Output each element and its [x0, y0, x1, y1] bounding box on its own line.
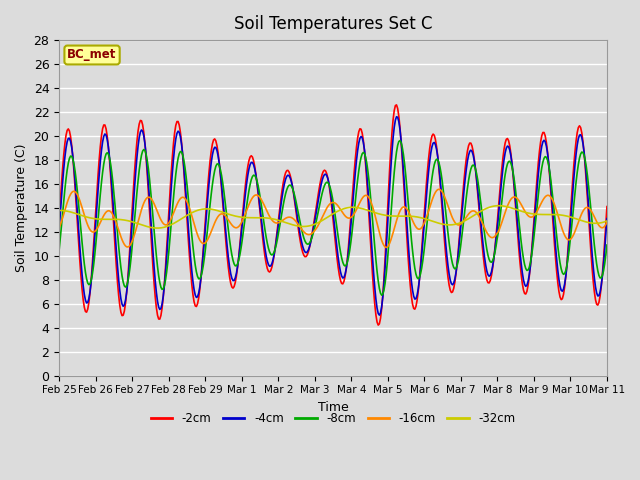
-4cm	[55, 227, 63, 232]
-16cm	[382, 244, 390, 250]
-8cm	[286, 182, 294, 188]
-2cm	[603, 204, 611, 209]
-32cm	[227, 212, 234, 218]
-16cm	[362, 192, 369, 198]
Line: -2cm: -2cm	[59, 105, 607, 325]
Y-axis label: Soil Temperature (C): Soil Temperature (C)	[15, 144, 28, 272]
Line: -32cm: -32cm	[59, 206, 607, 228]
-2cm	[374, 322, 382, 328]
-8cm	[362, 154, 369, 160]
Line: -16cm: -16cm	[59, 189, 607, 247]
-4cm	[362, 157, 369, 163]
-2cm	[286, 172, 294, 178]
-16cm	[460, 218, 468, 224]
-16cm	[435, 186, 443, 192]
-2cm	[393, 102, 401, 108]
-4cm	[555, 276, 563, 282]
-4cm	[393, 114, 401, 120]
-2cm	[55, 217, 63, 223]
-32cm	[555, 212, 563, 217]
-2cm	[555, 288, 563, 294]
-4cm	[603, 216, 611, 221]
-8cm	[226, 237, 234, 242]
-32cm	[55, 208, 63, 214]
-16cm	[603, 219, 611, 225]
-8cm	[389, 183, 397, 189]
-16cm	[226, 219, 234, 225]
-4cm	[460, 188, 468, 194]
-2cm	[362, 162, 369, 168]
Title: Soil Temperatures Set C: Soil Temperatures Set C	[234, 15, 432, 33]
-16cm	[55, 225, 63, 230]
-4cm	[389, 135, 397, 141]
-8cm	[55, 247, 63, 253]
-4cm	[226, 264, 234, 270]
-8cm	[396, 138, 404, 144]
Text: BC_met: BC_met	[67, 48, 116, 61]
-32cm	[459, 219, 467, 225]
-32cm	[495, 203, 502, 209]
Line: -8cm: -8cm	[59, 141, 607, 295]
-8cm	[460, 215, 468, 220]
-2cm	[460, 178, 468, 183]
-32cm	[287, 222, 295, 228]
-32cm	[603, 218, 611, 224]
-8cm	[603, 242, 611, 248]
-16cm	[286, 215, 294, 220]
X-axis label: Time: Time	[317, 401, 348, 414]
-16cm	[389, 230, 397, 236]
-16cm	[555, 216, 563, 221]
-8cm	[555, 252, 563, 258]
-8cm	[378, 292, 385, 298]
-4cm	[376, 312, 383, 318]
-32cm	[154, 225, 161, 231]
Line: -4cm: -4cm	[59, 117, 607, 315]
-32cm	[389, 213, 397, 219]
-2cm	[226, 274, 234, 279]
Legend: -2cm, -4cm, -8cm, -16cm, -32cm: -2cm, -4cm, -8cm, -16cm, -32cm	[146, 408, 520, 430]
-32cm	[363, 207, 371, 213]
-4cm	[286, 175, 294, 180]
-2cm	[389, 117, 397, 123]
